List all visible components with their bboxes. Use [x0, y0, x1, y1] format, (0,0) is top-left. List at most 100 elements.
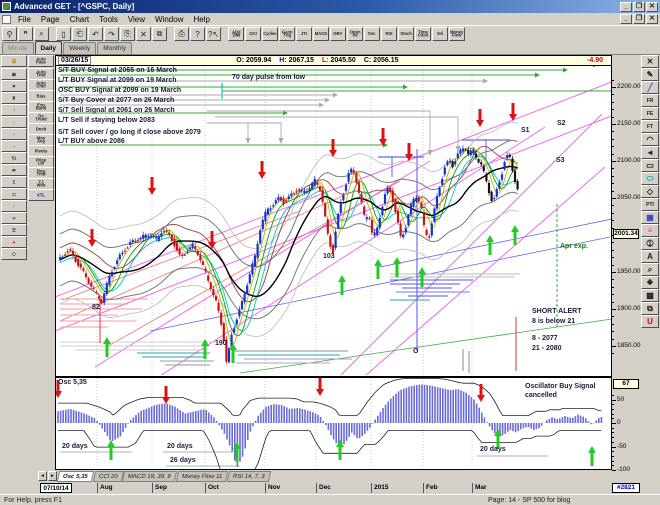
menu-tools[interactable]: Tools — [99, 14, 118, 24]
close-button[interactable]: ✕ — [646, 1, 658, 12]
prev-page-icon[interactable]: ↶ — [88, 27, 103, 41]
crosshair-icon[interactable]: ✕ — [641, 55, 659, 68]
delete-page-icon[interactable]: ✕ — [136, 27, 151, 41]
menu-chart[interactable]: Chart — [69, 14, 90, 24]
sidebar-tool-13[interactable]: ☰ — [1, 224, 27, 236]
trendline-icon[interactable]: ╱ — [641, 81, 659, 94]
sidebar-tool-5[interactable]: ← — [1, 128, 27, 140]
indicator-button-gann-trig[interactable]: Gann Trig — [279, 27, 295, 41]
copy-chart-icon[interactable]: ⧉ — [641, 302, 659, 315]
text-tool-icon[interactable]: A — [641, 250, 659, 263]
sidebar-tool-6[interactable]: → — [1, 140, 27, 152]
indicator-button-jti[interactable]: JTI — [296, 27, 312, 41]
print-icon[interactable]: ⎙ — [174, 27, 189, 41]
fib-retrace-icon[interactable]: FR — [641, 94, 659, 107]
help-icon[interactable]: ? — [190, 27, 205, 41]
axis-tick — [612, 190, 614, 192]
auto-pass-button[interactable]: Auto Pass — [28, 55, 54, 67]
copy-page-icon[interactable]: ⎘ — [120, 27, 135, 41]
minimize-button[interactable]: _ — [620, 1, 632, 12]
indicator-button-money-flow[interactable]: Money Flow — [449, 27, 465, 41]
indicator-tab-strip: ◄ ► Osc 5,35 CCI 20 MACD 19, 39, 9 Money Fl… — [38, 470, 612, 482]
menu-view[interactable]: View — [127, 14, 146, 24]
fib-time-icon[interactable]: FT — [641, 120, 659, 133]
fib-extension-icon[interactable]: FE — [641, 107, 659, 120]
sidebar-tool-1-label: ✳ — [12, 83, 16, 89]
tab-daily[interactable]: Daily — [34, 41, 63, 54]
indicator-button-adx-dmi[interactable]: ADX DMI — [228, 27, 244, 41]
new-page-icon[interactable]: ▯ — [56, 27, 71, 41]
menu-window[interactable]: Window — [155, 14, 184, 24]
child-minimize-button[interactable]: _ — [620, 14, 632, 24]
menu-file[interactable]: File — [18, 14, 31, 24]
next-page-icon[interactable]: ↷ — [104, 27, 119, 41]
indicator-tab-1[interactable]: CCI 20 — [92, 470, 124, 482]
pencil-icon[interactable]: ✎ — [641, 68, 659, 81]
child-restore-button[interactable]: ❐ — [633, 14, 645, 24]
indicator-button-obv[interactable]: OBV — [330, 27, 346, 41]
tab-minute[interactable]: Minute — [2, 42, 34, 54]
add-page-icon[interactable]: ⧉ — [152, 27, 167, 41]
zoom-in-icon[interactable]: ⌕ — [641, 263, 659, 276]
indicator-button-time-clust[interactable]: Time Clust — [415, 27, 431, 41]
sidebar-tool-12[interactable]: ≋ — [1, 212, 27, 224]
tab-monthly[interactable]: Monthly — [97, 42, 133, 54]
pulse-note: 70 day pulse from low — [232, 74, 306, 81]
indicator-button-rsi[interactable]: RSI — [381, 27, 397, 41]
sidebar-tool-11[interactable]: ∕ — [1, 200, 27, 212]
sidebar-tool-15[interactable]: ⎔ — [1, 248, 27, 260]
sidebar-tool-8[interactable]: ⇄ — [1, 164, 27, 176]
indicator-button-osc[interactable]: Osc — [364, 27, 380, 41]
paint-icon[interactable]: ❖ — [641, 276, 659, 289]
indicator-button-oci[interactable]: OCI — [245, 27, 261, 41]
zoom-tool-icon[interactable]: ⌕ — [34, 27, 49, 41]
pointer-tool-icon[interactable]: ⚲ — [2, 27, 17, 41]
context-help-icon[interactable]: ?↖ — [206, 27, 221, 41]
sidebar-tool-2[interactable]: Ⅲ — [1, 92, 27, 104]
rectangle-icon[interactable]: ▭ — [641, 159, 659, 172]
quotes-icon[interactable]: ❞ — [18, 27, 33, 41]
snap-grid-icon[interactable]: ▩ — [641, 289, 659, 302]
mob-icon[interactable]: ◠ — [641, 133, 659, 146]
sidebar-tool-1[interactable]: ✳ — [1, 80, 27, 92]
tab-weekly[interactable]: Weekly — [63, 42, 97, 54]
open-page-icon[interactable]: ⎗ — [72, 27, 87, 41]
signal-note-7: S/T Sell cover / go long if close above … — [58, 129, 201, 136]
sidebar-tool-3[interactable]: ↑ — [1, 104, 27, 116]
sidebar-tool-7[interactable]: ¶1 — [1, 152, 27, 164]
ellipse-icon[interactable]: ⬭ — [641, 172, 659, 185]
sidebar-study-de-trend[interactable]: De Trend — [28, 112, 54, 124]
sidebar-study-tj-web[interactable]: TJ Web — [28, 178, 54, 190]
indicator-tab-4[interactable]: RSI 14, 7, 3 — [227, 470, 272, 482]
gann-box-icon[interactable]: ◇ — [641, 185, 659, 198]
indicator-button-cycles[interactable]: Cycles — [262, 27, 278, 41]
child-close-button[interactable]: ✕ — [646, 14, 658, 24]
oscillator-panel[interactable] — [55, 377, 612, 470]
bias-reversal-icon[interactable]: ➀ — [641, 237, 659, 250]
indicator-button-macd[interactable]: MACD — [313, 27, 329, 41]
indicator-button-vol[interactable]: Vol — [432, 27, 448, 41]
mob-lines-icon[interactable]: ≡ — [641, 224, 659, 237]
sidebar-tool-0[interactable]: ▤ — [1, 68, 27, 80]
sidebar-study-xtl[interactable]: XTL — [28, 189, 54, 201]
tab-scroll-left[interactable]: ◄ — [38, 471, 47, 481]
sidebar-tool-4[interactable]: ↓ — [1, 116, 27, 128]
indicator-button-open-int[interactable]: Open Int — [347, 27, 363, 41]
sidebar-tool-9[interactable]: Σ — [1, 176, 27, 188]
arrow-marker-icon[interactable]: ◄ — [641, 146, 659, 159]
sidebar-tool-14[interactable]: + — [1, 236, 27, 248]
menu-help[interactable]: Help — [193, 14, 210, 24]
pti-icon[interactable]: PTI — [641, 198, 659, 211]
indicator-tab-3[interactable]: Money Flow 11 — [175, 470, 229, 482]
restore-button[interactable]: ❐ — [633, 1, 645, 12]
indicator-tab-0[interactable]: Osc 5,35 — [56, 470, 94, 482]
tab-scroll-right[interactable]: ► — [48, 471, 57, 481]
indicator-tab-2[interactable]: MACD 19, 39, 9 — [122, 470, 178, 482]
indicator-button-stoch[interactable]: Stoch — [398, 27, 414, 41]
price-chart-panel[interactable] — [55, 66, 612, 377]
open-chart-button[interactable]: ⌸ — [1, 55, 27, 67]
undo-icon[interactable]: U — [641, 315, 659, 328]
menu-page[interactable]: Page — [40, 14, 60, 24]
grid-icon[interactable]: ▦ — [641, 211, 659, 224]
sidebar-tool-10[interactable]: ◻ — [1, 188, 27, 200]
